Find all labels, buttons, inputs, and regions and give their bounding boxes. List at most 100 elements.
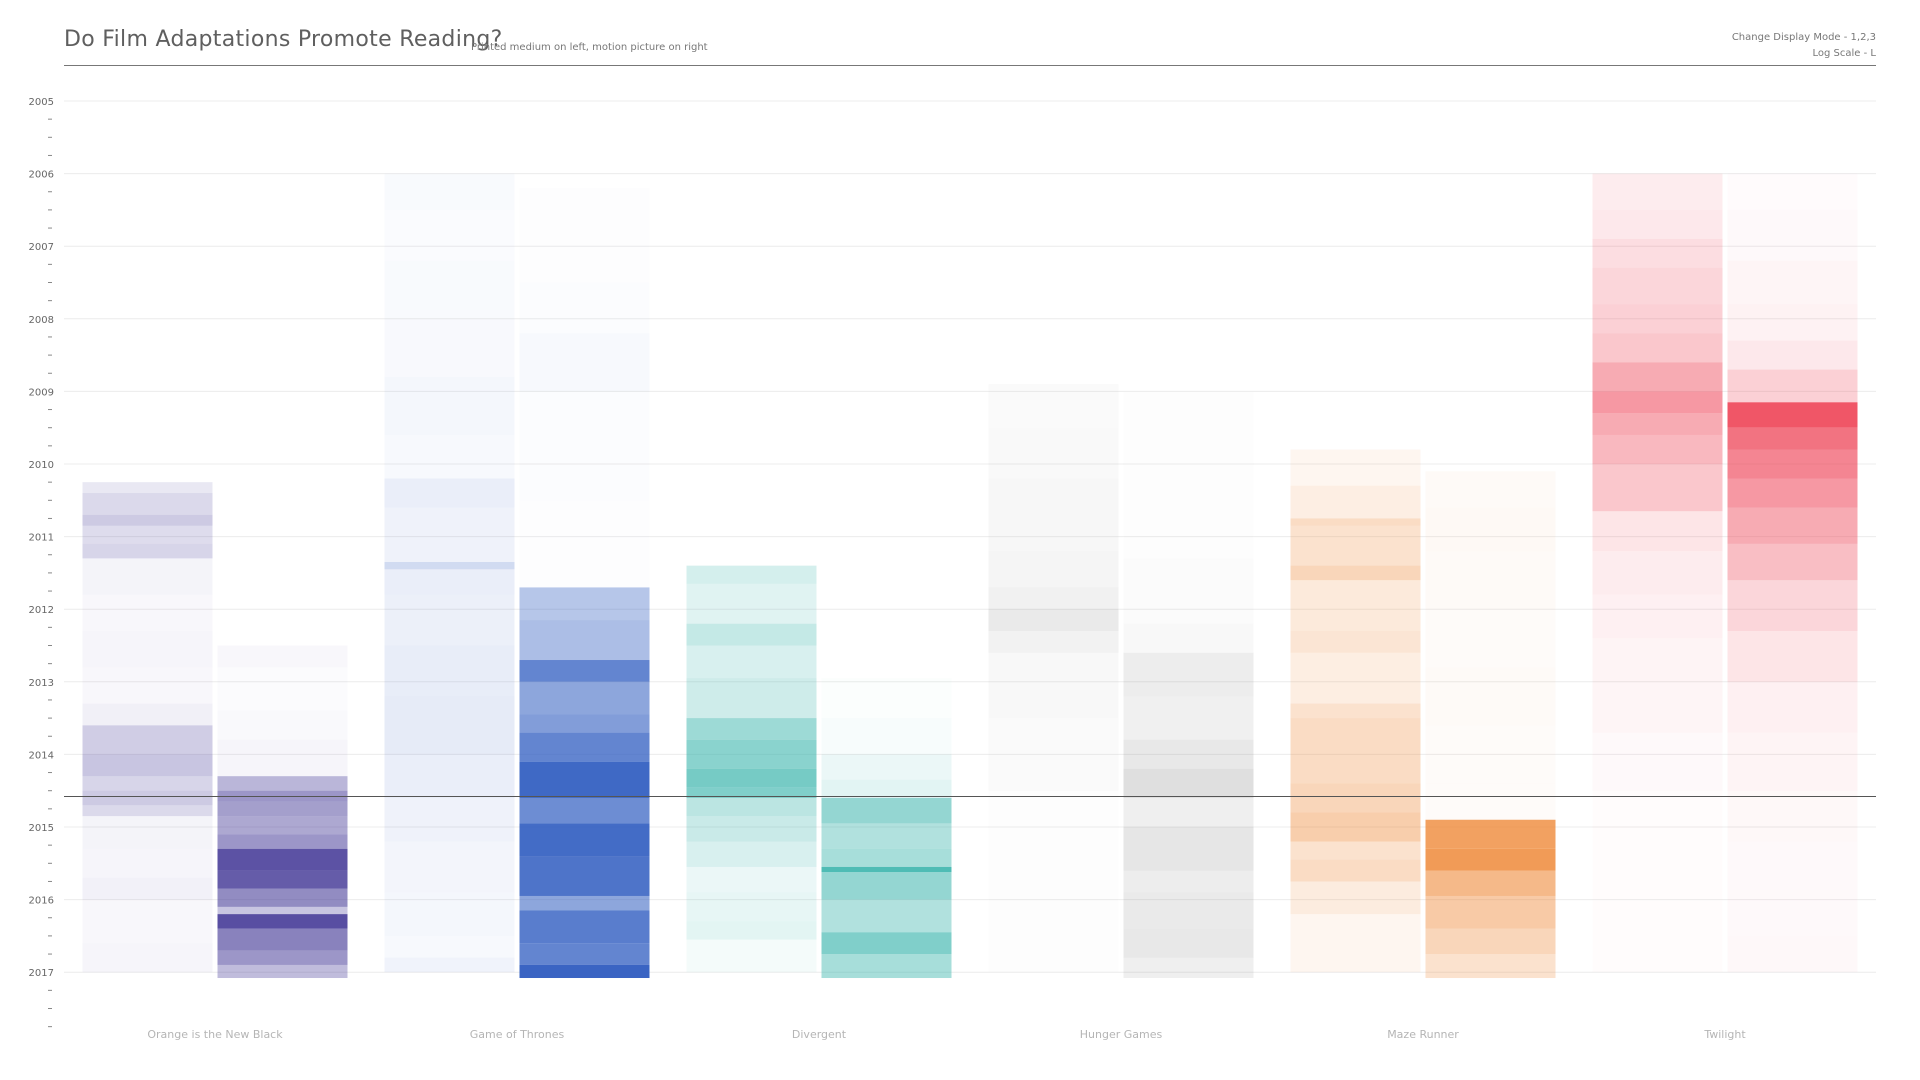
- film-cell: [519, 681, 650, 715]
- book-cell: [1290, 449, 1421, 486]
- book-cell: [384, 645, 515, 697]
- film-cell: [1727, 507, 1858, 544]
- book-cell: [82, 725, 213, 755]
- book-cell: [82, 816, 213, 849]
- book-cell: [384, 754, 515, 798]
- y-tick-label: 2006: [29, 170, 54, 181]
- film-cell: [1123, 827, 1254, 871]
- book-cell: [686, 841, 817, 867]
- book-cell: [82, 594, 213, 631]
- film-cell: [217, 870, 348, 889]
- film-cell: [520, 283, 650, 334]
- book-cell: [82, 790, 213, 806]
- book-cell: [1290, 703, 1421, 719]
- y-tick-label: 2007: [29, 242, 54, 253]
- film-cell: [821, 872, 952, 900]
- film-cell: [1728, 842, 1858, 936]
- film-cell: [1123, 652, 1254, 697]
- film-cell: [1123, 870, 1254, 893]
- film-cell: [1426, 783, 1556, 819]
- category-group: Divergent: [686, 565, 952, 1041]
- y-tick-label: 2017: [29, 968, 54, 979]
- film-cell: [1123, 696, 1254, 740]
- film-cell: [1425, 507, 1556, 552]
- film-cell: [217, 645, 348, 668]
- film-cell: [1727, 732, 1858, 791]
- book-cell: [1592, 304, 1723, 334]
- book-cell: [384, 478, 515, 508]
- book-cell: [1592, 391, 1723, 414]
- category-label: Hunger Games: [1080, 1028, 1163, 1041]
- film-cell: [1123, 623, 1254, 653]
- film-cell: [1727, 478, 1858, 508]
- film-cell: [218, 667, 348, 711]
- book-cell: [82, 558, 213, 595]
- film-cell: [1123, 957, 1254, 979]
- film-cell: [217, 888, 348, 907]
- book-cell: [1592, 638, 1723, 682]
- title-divider: [64, 65, 1876, 66]
- book-cell: [988, 587, 1119, 610]
- book-cell: [988, 718, 1119, 791]
- display-mode-hint: Change Display Mode - 1,2,3: [1731, 32, 1876, 43]
- category-label: Divergent: [792, 1028, 847, 1041]
- category-label: Maze Runner: [1387, 1028, 1459, 1041]
- film-cell: [1426, 725, 1556, 783]
- book-cell: [1592, 238, 1723, 268]
- film-cell: [1425, 870, 1556, 896]
- book-cell: [385, 319, 515, 377]
- film-cell: [1727, 630, 1858, 682]
- y-tick-label: 2011: [29, 533, 54, 544]
- book-cell: [1290, 812, 1421, 842]
- book-cell: [1592, 464, 1723, 512]
- film-cell: [1727, 260, 1858, 305]
- book-cell: [686, 939, 817, 973]
- book-cell: [384, 957, 515, 973]
- y-tick-label: 2015: [29, 823, 54, 834]
- page-subtitle: Printed medium on left, motion picture o…: [471, 42, 708, 53]
- film-cell: [1728, 174, 1858, 210]
- film-cell: [821, 866, 952, 873]
- book-cell: [384, 507, 515, 563]
- film-cell: [1425, 895, 1556, 929]
- book-cell: [1592, 209, 1723, 239]
- film-cell: [821, 754, 952, 780]
- film-cell: [1727, 543, 1858, 581]
- book-cell: [1290, 518, 1421, 526]
- book-cell: [1592, 333, 1723, 363]
- book-cell: [988, 427, 1119, 479]
- book-cell: [1592, 413, 1723, 435]
- book-cell: [82, 630, 213, 668]
- film-cell: [519, 587, 650, 621]
- book-cell: [686, 623, 817, 646]
- film-cell: [822, 678, 952, 718]
- film-cell: [519, 964, 650, 979]
- film-cell: [1727, 402, 1858, 428]
- film-cell: [217, 739, 348, 777]
- book-cell: [384, 797, 515, 842]
- film-cell: [217, 914, 348, 929]
- film-cell: [1727, 304, 1858, 341]
- book-cell: [1290, 783, 1421, 813]
- film-cell: [520, 391, 650, 500]
- film-cell: [821, 848, 952, 867]
- book-cell: [686, 678, 817, 719]
- book-cell: [1593, 733, 1723, 791]
- film-cell: [821, 779, 952, 798]
- film-cell: [1727, 427, 1858, 450]
- y-tick-label: 2010: [29, 460, 54, 471]
- book-cell: [1592, 511, 1723, 552]
- film-cell: [217, 816, 348, 835]
- category-group: Orange is the New Black: [82, 482, 348, 1041]
- film-cell: [1124, 464, 1254, 558]
- book-cell: [384, 562, 515, 570]
- film-cell: [1123, 768, 1254, 798]
- book-cell: [988, 551, 1119, 588]
- category-group: Twilight: [1592, 173, 1858, 1041]
- film-cell: [520, 188, 650, 282]
- book-cell: [1290, 485, 1421, 519]
- book-cell: [82, 776, 213, 791]
- film-cell: [1426, 609, 1556, 667]
- y-tick-label: 2016: [29, 896, 54, 907]
